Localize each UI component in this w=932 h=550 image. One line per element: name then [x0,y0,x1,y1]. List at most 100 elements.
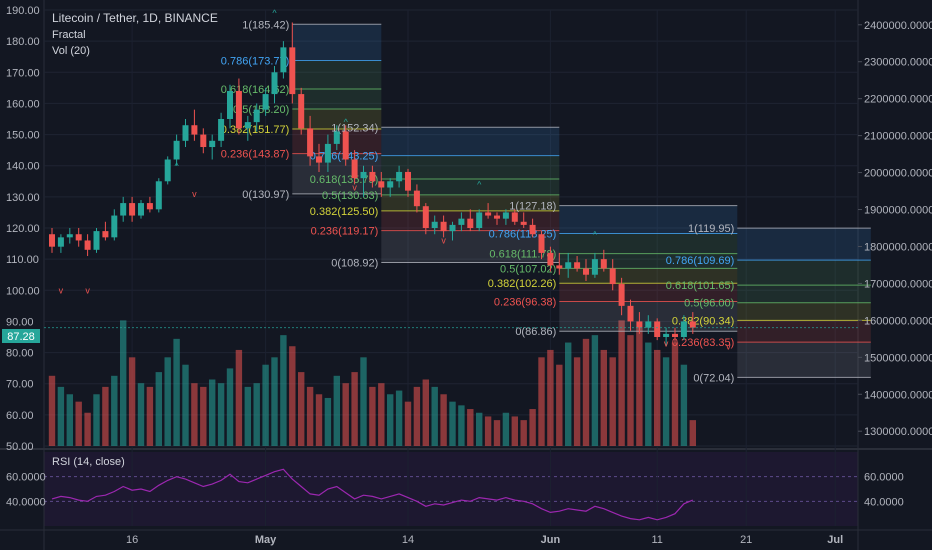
candle-body [467,218,474,228]
volume-bar [556,364,563,446]
price-tick-label: 170.00 [6,67,40,79]
fib-zone [559,233,738,254]
fractal-up-marker: ^ [593,229,598,239]
rsi-tick-label-right: 60.0000 [864,472,904,484]
candle-body [538,234,545,253]
volume-bar [298,372,305,446]
candle-body [155,181,162,210]
fib-level-label: 0.5(130.63) [322,190,378,202]
fib-level-label: 1(119.95) [688,223,734,235]
volume-bar [654,349,661,446]
volume-bar [226,368,234,446]
volume-bar [458,405,465,446]
fib-zone [737,320,871,343]
candle-body [369,171,376,182]
candle-body [431,221,438,228]
volume-bar [253,383,260,446]
volume-bar [547,349,554,446]
volume-tick-label: 1500000.0000 [864,352,932,364]
volume-bar [137,383,145,446]
volume-bar [289,346,296,446]
volume-bar [111,375,118,446]
fib-level-label: 0.618(135.75) [310,174,379,186]
candle-body [360,171,367,179]
candle-body [75,234,82,241]
candle-body [173,140,180,160]
volume-bar [573,357,581,446]
candle-body [324,143,331,163]
volume-tick-label: 2000000.0000 [864,168,932,180]
fib-level-label: 0.382(151.77) [221,124,290,136]
candle-body [209,140,216,148]
volume-bar [155,372,162,446]
volume-bar [351,372,358,446]
fractal-up-marker: ^ [174,161,179,171]
volume-bar [627,335,634,446]
volume-bar [387,394,394,446]
volume-bar [484,416,492,446]
fib-level-label: 1(127.18) [509,201,556,213]
candle-body [253,109,260,123]
price-tick-label: 80.00 [6,348,34,360]
price-tick-label: 70.00 [6,379,34,391]
candle-body [66,234,73,238]
volume-tick-label: 1800000.0000 [864,241,932,253]
volume-bar [609,357,616,446]
candle-body [405,171,411,191]
candle-body [227,90,233,119]
candle-body [458,218,465,225]
volume-tick-label: 1400000.0000 [864,389,932,401]
candle-body [511,212,518,222]
candle-body [672,333,678,337]
volume-bar [57,386,65,446]
candle-body [164,159,171,182]
candle-body [413,190,420,207]
candle-body [502,212,509,219]
fractal-down-marker: v [59,285,64,295]
volume-bar [600,349,607,446]
price-tick-label: 190.00 [6,5,40,17]
fib-level-label: 0.236(143.87) [221,149,290,161]
candle-body [191,125,198,135]
candle-body [307,128,314,157]
indicator-label-fractal[interactable]: Fractal [52,29,86,41]
candle-body [636,321,643,328]
rsi-tick-label-left: 40.0000 [6,496,46,508]
candle-body [333,131,340,144]
candle-body [565,262,572,269]
price-tick-label: 90.00 [6,316,34,328]
candle-body [600,259,607,269]
candle-body [654,321,661,337]
fib-level-label: 0.382(90.34) [672,315,734,327]
fib-zone [559,205,738,234]
fractal-down-marker: v [85,285,90,295]
fib-zone [559,268,738,284]
fib-level-label: 0.786(109.69) [666,255,735,267]
candle-body [378,181,385,188]
volume-bar [449,401,456,446]
rsi-label[interactable]: RSI (14, close) [52,456,125,468]
price-tick-label: 140.00 [6,161,40,173]
candle-body [342,131,349,160]
candle-body [138,203,144,216]
volume-bar [671,342,679,446]
volume-bar [173,338,180,446]
price-tick-label: 50.00 [6,441,34,453]
volume-bar [378,383,385,446]
volume-bar [395,390,403,446]
candle-body [57,237,64,247]
candle-body [663,333,670,337]
price-tick-label: 60.00 [6,410,34,422]
fractal-down-marker: v [664,338,669,348]
indicator-label-volume[interactable]: Vol (20) [52,45,90,57]
candle-body [396,171,403,182]
fib-level-label: 1(152.34) [331,122,378,134]
volume-bar [431,386,438,446]
fib-zone [292,109,382,130]
candle-body [627,305,634,322]
candle-body [200,134,207,148]
volume-bar [440,394,447,446]
volume-bar [591,335,599,446]
candle-body [129,203,136,216]
